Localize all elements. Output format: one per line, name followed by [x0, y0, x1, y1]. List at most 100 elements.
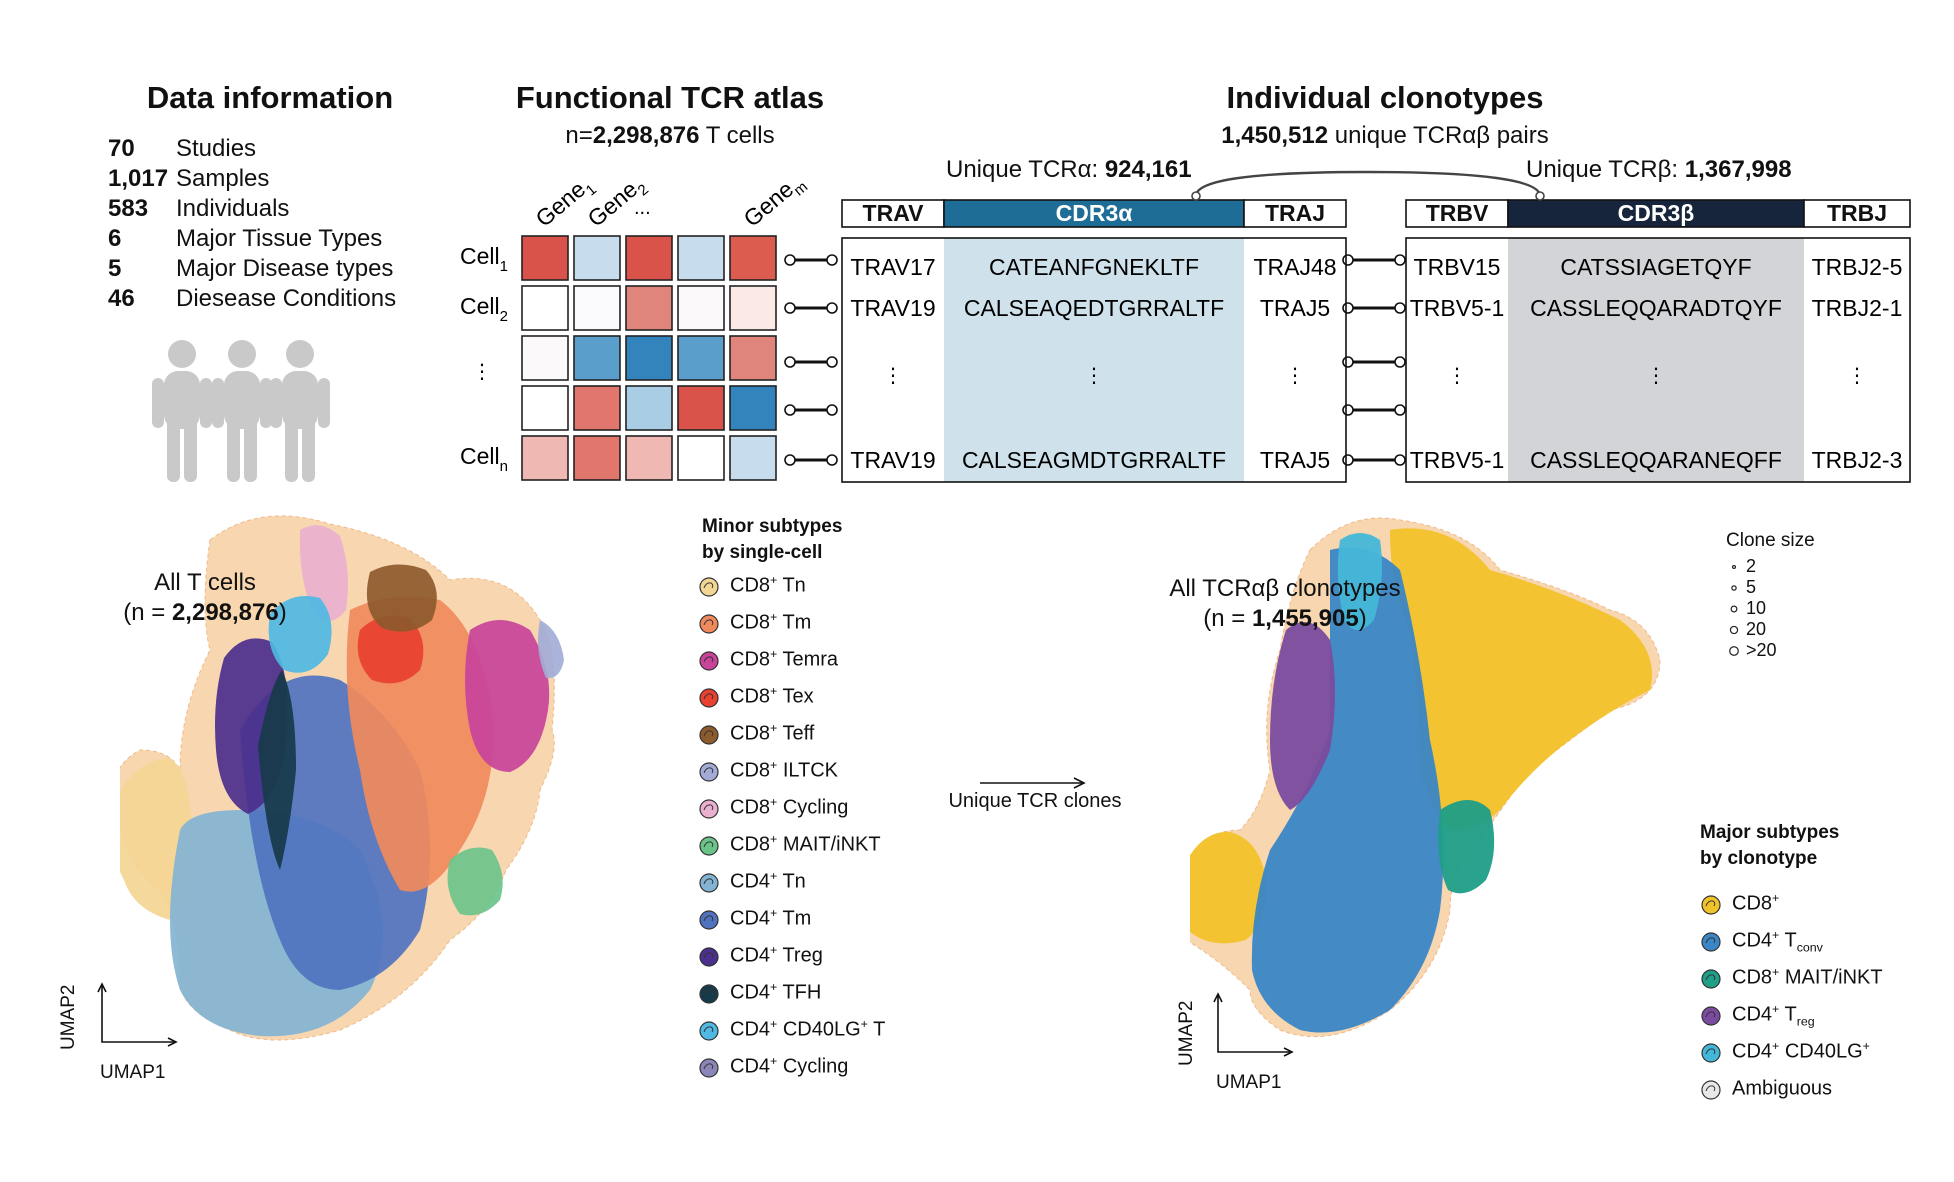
- umap-left-count-prefix: (n =: [123, 599, 172, 626]
- legend-swatch-icon: [699, 724, 719, 745]
- beta-cell: CASSLEQQARADTQYF: [1530, 295, 1782, 321]
- connector-node: [1342, 404, 1354, 416]
- beta-cell: ⋮: [1447, 365, 1467, 387]
- umap-right-x-label: UMAP1: [1216, 1072, 1282, 1093]
- umap-right-title: All TCRαβ clonotypes: [1169, 575, 1401, 602]
- pair-arc-node: [1535, 191, 1545, 201]
- atlas-count-value: 2,298,876: [592, 122, 700, 149]
- umap-left-count: (n = 2,298,876): [80, 598, 330, 628]
- heatmap-cell: [677, 385, 725, 431]
- legend-item: CD4+ Cycling: [698, 1049, 958, 1086]
- alpha-cell: CALSEAQEDTGRRALTF: [964, 295, 1224, 321]
- clone-size-label: 2: [1746, 556, 1757, 576]
- legend-swatch-icon: [699, 650, 719, 671]
- umap-cluster-cd8-temra: [465, 620, 550, 772]
- clone-size-dot-icon: [1729, 625, 1739, 634]
- legend-major-title: Major subtypes by clonotype: [1700, 820, 1839, 872]
- clone-size-item: 10: [1726, 598, 1777, 619]
- data-info-row: 70 Studies: [108, 134, 448, 164]
- legend-swatch-icon: [1701, 894, 1721, 915]
- clone-size-item: 20: [1726, 619, 1777, 640]
- connector-node: [1342, 254, 1354, 266]
- heatmap-cell: [729, 285, 777, 331]
- connector-node: [784, 302, 796, 314]
- legend-label-rest: ILTCK: [777, 759, 839, 782]
- cell-label: ⋮: [472, 361, 492, 383]
- umap-left-label: All T cells (n = 2,298,876): [80, 568, 330, 628]
- alpha-cdr3-band: [944, 238, 1244, 482]
- legend-label-base: CD4: [1732, 929, 1773, 952]
- connector-node: [826, 404, 838, 416]
- legend-label: CD8+ ILTCK: [730, 758, 838, 785]
- legend-item: Ambiguous: [1700, 1071, 1950, 1108]
- cell-label-sub: n: [500, 458, 508, 475]
- cell-label-sub: 2: [500, 308, 508, 325]
- data-info-label: Studies: [176, 135, 257, 162]
- legend-label-sub: reg: [1796, 1014, 1815, 1029]
- legend-swatch-icon: [1701, 968, 1721, 989]
- legend-label-base: CD4: [1732, 1003, 1773, 1026]
- heatmap-cell: [573, 235, 621, 281]
- legend-label-base: CD8: [730, 833, 771, 856]
- connector-node: [826, 356, 838, 368]
- umap-left-axes: [97, 982, 178, 1047]
- unique-beta-label: Unique TCRβ:: [1526, 156, 1685, 183]
- heatmap-cell: [677, 235, 725, 281]
- legend-label: CD8+ Tn: [730, 573, 806, 600]
- legend-swatch-icon: [699, 798, 719, 819]
- gene-label-main: Gene: [531, 176, 591, 232]
- legend-label-sup: +: [770, 795, 778, 810]
- legend-label-sup: +: [770, 869, 778, 884]
- legend-label-sup2: +: [1862, 1039, 1870, 1054]
- umap-right-count-value: 1,455,905: [1251, 605, 1359, 632]
- umap-cluster-cd4-treg: [1270, 622, 1335, 810]
- atlas-title: Functional TCR atlas: [515, 80, 825, 115]
- heatmap-cell: [521, 335, 569, 381]
- legend-minor: CD8+ Tn CD8+ Tm CD8+ Temra CD8+ Tex CD8+ Tef…: [698, 568, 958, 1086]
- legend-item: CD4+ Treg: [1700, 997, 1950, 1034]
- legend-label-sup: +: [770, 906, 778, 921]
- umap-cluster-cd8-teff: [366, 564, 437, 632]
- alpha-cell: CATEANFGNEKLTF: [989, 254, 1199, 280]
- heatmap-cell: [521, 435, 569, 481]
- legend-label-base: CD8: [1732, 966, 1773, 989]
- legend-label-base: CD8: [730, 722, 771, 745]
- umap-cluster-cd8-mait: [447, 847, 503, 916]
- legend-label-rest: CD40LG: [1779, 1040, 1863, 1063]
- data-info-label: Samples: [176, 165, 270, 192]
- clonotypes-title: Individual clonotypes: [1226, 80, 1544, 115]
- legend-label: CD8+ Tm: [730, 610, 811, 637]
- connector-node: [1394, 356, 1406, 368]
- legend-label: CD4+ Cycling: [730, 1054, 848, 1081]
- legend-label-sup: +: [770, 573, 778, 588]
- legend-swatch-icon: [699, 835, 719, 856]
- gene-label: Genem: [739, 168, 812, 236]
- gene-label: Gene1: [531, 170, 600, 235]
- legend-label-rest: Tn: [777, 574, 806, 597]
- atlas-count-suffix: T cells: [699, 122, 775, 149]
- heatmap-cell: [729, 335, 777, 381]
- clone-size-label: 5: [1746, 577, 1757, 597]
- legend-swatch-icon: [1701, 931, 1721, 952]
- heatmap-cell: [625, 235, 673, 281]
- legend-label-base: CD8: [730, 648, 771, 671]
- legend-item: CD8+: [1700, 886, 1950, 923]
- alpha-cell: TRAJ48: [1253, 254, 1336, 280]
- data-info-list: 70 Studies 1,017 Samples 583 Individuals 6 Majo…: [108, 134, 448, 314]
- connector-node: [1394, 404, 1406, 416]
- data-info-value: 70: [108, 135, 135, 162]
- legend-item: CD4+ TFH: [698, 975, 958, 1012]
- cell-label-main: Cell: [460, 243, 500, 269]
- clone-size-dot-icon: [1731, 584, 1737, 591]
- legend-swatch-icon: [699, 1020, 719, 1041]
- heatmap-cell: [729, 235, 777, 281]
- legend-label-base: CD4: [1732, 1040, 1773, 1063]
- legend-minor-title-line2: by single-cell: [702, 542, 823, 563]
- alpha-cell: TRAV19: [850, 447, 935, 473]
- data-info-label: Major Disease types: [176, 255, 394, 282]
- umap-right-count-suffix: ): [1358, 605, 1367, 632]
- umap-cluster-cd8: [1390, 528, 1652, 830]
- alpha-cell: CALSEAGMDTGRRALTF: [962, 447, 1226, 473]
- legend-swatch-icon: [699, 946, 719, 967]
